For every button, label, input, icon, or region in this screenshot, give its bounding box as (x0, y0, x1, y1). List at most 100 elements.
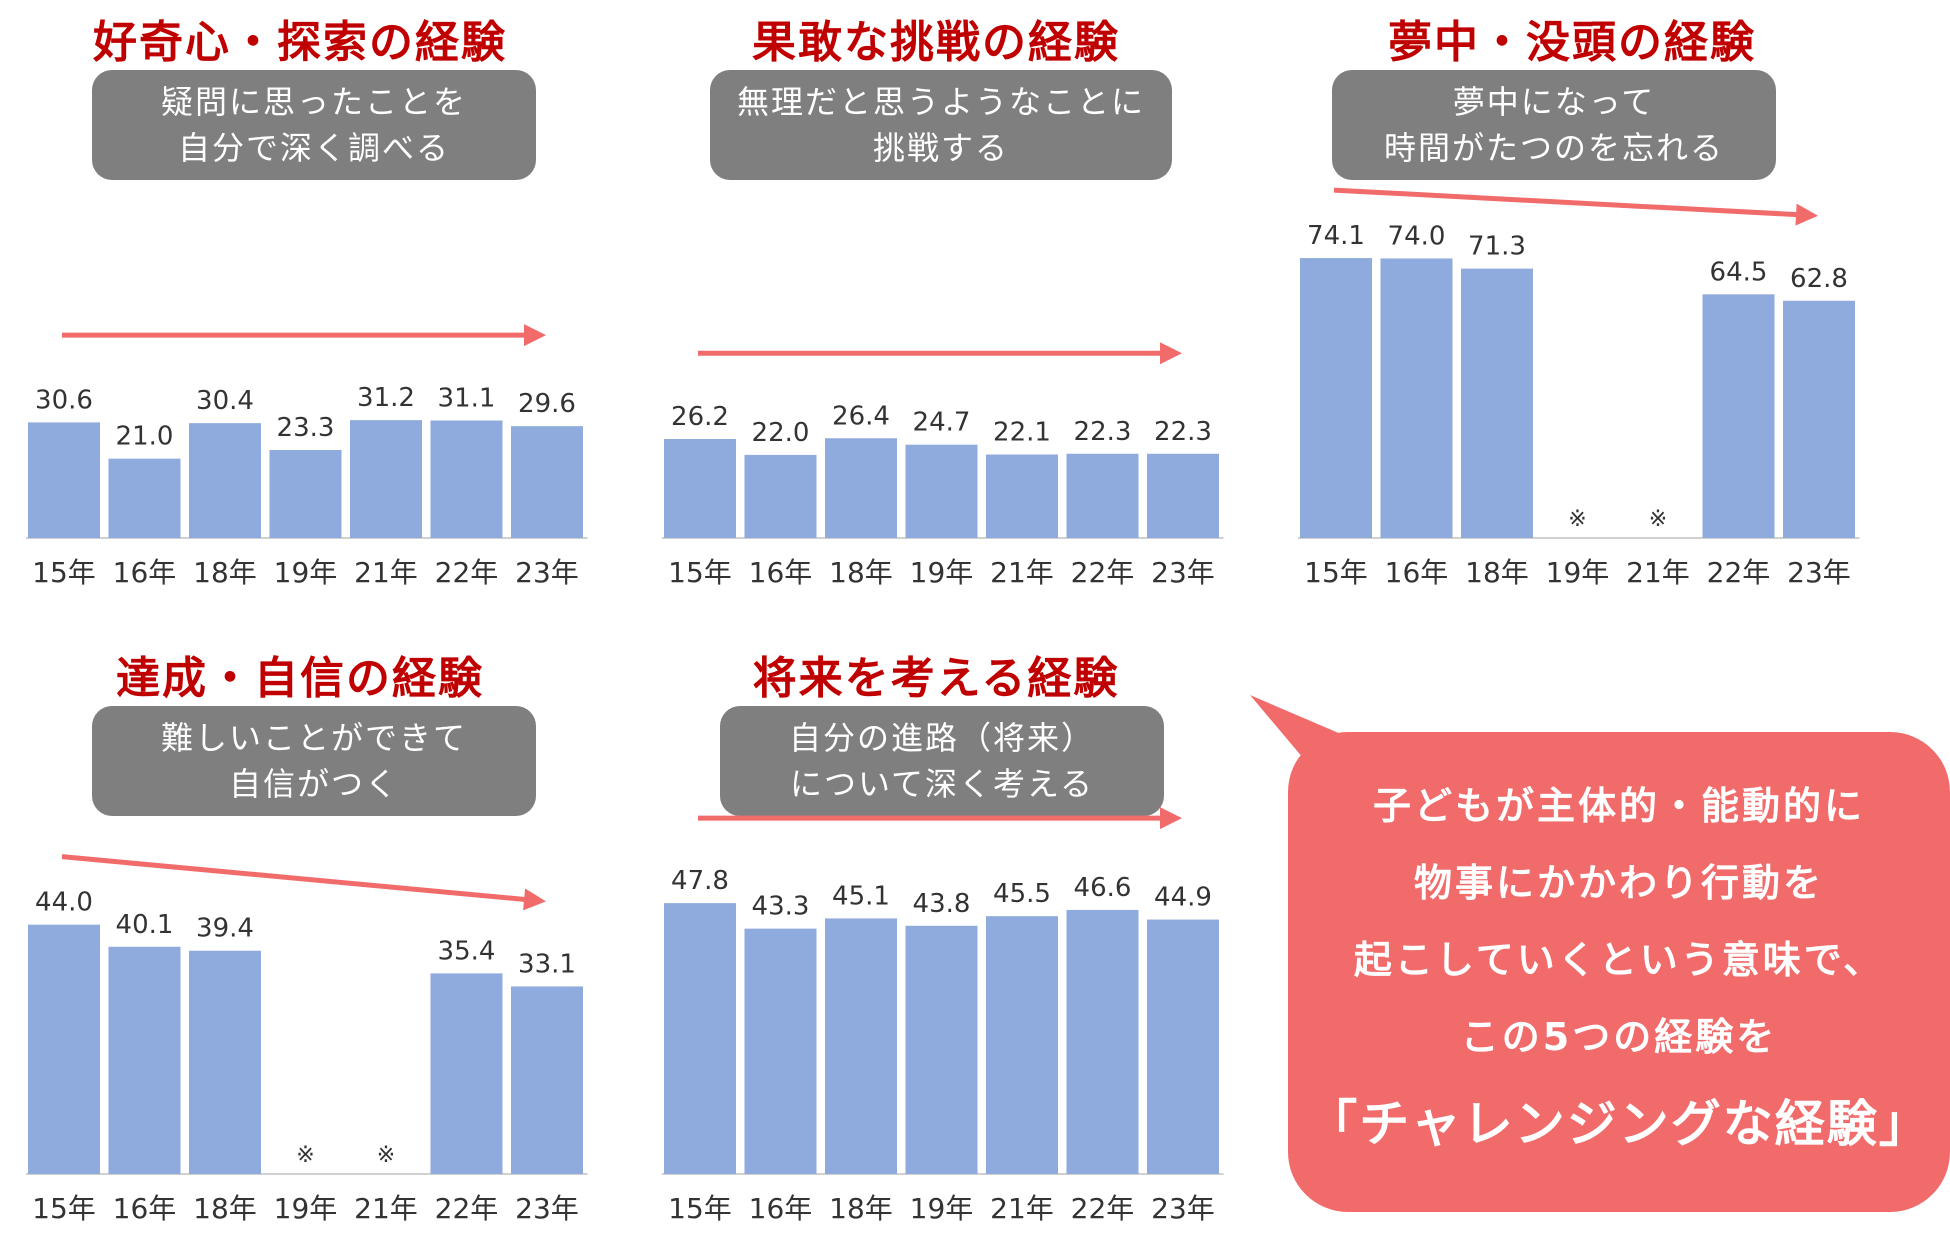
x-tick-label: 19年 (274, 1192, 338, 1225)
bar (108, 458, 181, 538)
missing-data-mark: ※ (296, 1143, 314, 1168)
bar (664, 903, 736, 1174)
bar (1147, 453, 1219, 538)
trend-arrow-line (1333, 187, 1805, 218)
x-tick-label: 21年 (354, 1192, 418, 1225)
callout-emphasis: 「チャレンジングな経験」 (1307, 1095, 1931, 1153)
callout-line: 起こしていくという意味で、 (1353, 938, 1885, 982)
panel-title: 将来を考える経験 (752, 653, 1120, 704)
bar (905, 444, 978, 538)
x-tick-label: 18年 (829, 1192, 893, 1225)
panel-title: 夢中・没頭の経験 (1388, 17, 1756, 68)
bar (430, 973, 503, 1174)
data-label: 23.3 (277, 413, 335, 443)
data-label: 31.2 (357, 383, 415, 413)
bar (1380, 258, 1453, 538)
bar (28, 422, 100, 538)
description-line: 時間がたつのを忘れる (1383, 129, 1724, 167)
x-tick-label: 15年 (668, 556, 732, 589)
trend-arrow-head (1160, 807, 1182, 830)
callout-line: 子どもが主体的・能動的に (1372, 784, 1865, 828)
data-label: 43.3 (752, 892, 810, 922)
callout-line: 物事にかかわり行動を (1413, 861, 1824, 905)
bar (905, 925, 978, 1174)
x-tick-label: 22年 (1071, 1192, 1135, 1225)
x-tick-label: 19年 (1546, 556, 1610, 589)
trend-arrow-head (524, 324, 546, 347)
bar-chart: 44.0 15年 40.1 16年 39.4 18年 ※ 19年 ※ 21年 35.4 22年 33.1… (26, 854, 588, 1225)
x-tick-label: 18年 (1465, 556, 1529, 589)
description-line: 自信がつく (228, 765, 399, 803)
x-tick-label: 15年 (668, 1192, 732, 1225)
description-line: 疑問に思ったことを (160, 83, 467, 121)
x-tick-label: 22年 (435, 556, 499, 589)
data-label: 22.3 (1154, 417, 1212, 447)
x-tick-label: 21年 (1626, 556, 1690, 589)
bar (350, 420, 422, 538)
data-label: 31.1 (438, 384, 496, 414)
panel-title: 果敢な挑戦の経験 (752, 17, 1120, 68)
bar-chart: 47.8 15年 43.3 16年 45.1 18年 43.8 19年 45.5 21年 46.6 2… (662, 807, 1224, 1225)
x-tick-label: 22年 (1071, 556, 1135, 589)
bar (1066, 453, 1139, 538)
bar (511, 986, 583, 1174)
chart-panel-absorption: 夢中・没頭の経験 夢中になって 時間がたつのを忘れる 74.1 15年 74.0 16… (1272, 0, 1872, 600)
trend-arrow-head (523, 888, 546, 911)
bar (744, 928, 817, 1174)
bar (986, 916, 1058, 1174)
bar-chart: 74.1 15年 74.0 16年 71.3 18年 ※ 19年 ※ 21年 64.5 22年 62.8… (1298, 187, 1860, 589)
data-label: 21.0 (116, 422, 174, 452)
data-label: 46.6 (1074, 873, 1132, 903)
data-label: 30.4 (196, 386, 254, 416)
bar (744, 454, 817, 538)
bar (511, 426, 583, 538)
chart-panel-achievement: 達成・自信の経験 難しいことができて 自信がつく 44.0 15年 40.1 16年 3… (0, 636, 600, 1236)
data-label: 40.1 (116, 910, 174, 940)
data-label: 26.2 (671, 402, 729, 432)
description-line: について深く考える (789, 765, 1095, 803)
data-label: 47.8 (671, 866, 729, 896)
description-line: 自分で深く調べる (177, 129, 450, 167)
trend-arrow-head (1160, 342, 1182, 365)
x-tick-label: 16年 (113, 556, 177, 589)
chart-panel-future: 将来を考える経験 自分の進路（将来） について深く考える 47.8 15年 43.3… (636, 636, 1236, 1236)
data-label: 22.3 (1074, 417, 1132, 447)
trend-arrow-head (1795, 203, 1818, 226)
data-label: 64.5 (1710, 257, 1768, 287)
panel-description-box: 夢中になって 時間がたつのを忘れる (1332, 70, 1776, 180)
data-label: 71.3 (1468, 232, 1526, 262)
data-label: 26.4 (832, 401, 890, 431)
x-tick-label: 23年 (1787, 556, 1851, 589)
x-tick-label: 21年 (990, 1192, 1054, 1225)
bar (28, 924, 100, 1174)
x-tick-label: 15年 (32, 1192, 96, 1225)
data-label: 43.8 (913, 889, 971, 919)
x-tick-label: 19年 (274, 556, 338, 589)
x-tick-label: 21年 (990, 556, 1054, 589)
data-label: 74.0 (1388, 221, 1446, 251)
x-tick-label: 18年 (829, 556, 893, 589)
x-tick-label: 15年 (32, 556, 96, 589)
bar-chart: 30.6 15年 21.0 16年 30.4 18年 23.3 19年 31.2 21年 31.1 2… (26, 324, 588, 589)
bar (108, 946, 181, 1174)
description-line: 挑戦する (872, 129, 1009, 167)
bar (1461, 268, 1533, 538)
x-tick-label: 21年 (354, 556, 418, 589)
data-label: 74.1 (1307, 221, 1365, 251)
data-label: 35.4 (438, 936, 496, 966)
callout-line: この5つの経験を (1460, 1015, 1778, 1059)
bar (430, 420, 503, 538)
callout-box: 子どもが主体的・能動的に 物事にかかわり行動を 起こしていくという意味で、 この… (1288, 732, 1950, 1212)
bar (1066, 909, 1139, 1174)
bar (664, 439, 736, 538)
data-label: 62.8 (1790, 264, 1848, 294)
bar (1783, 300, 1855, 538)
data-label: 24.7 (913, 408, 971, 438)
data-label: 29.6 (518, 389, 576, 419)
missing-data-mark: ※ (1649, 507, 1667, 532)
bar-chart: 26.2 15年 22.0 16年 26.4 18年 24.7 19年 22.1 21年 22.3 2… (662, 342, 1224, 589)
bar (1147, 919, 1219, 1174)
x-tick-label: 23年 (515, 1192, 579, 1225)
bar (825, 918, 897, 1174)
x-tick-label: 19年 (910, 1192, 974, 1225)
